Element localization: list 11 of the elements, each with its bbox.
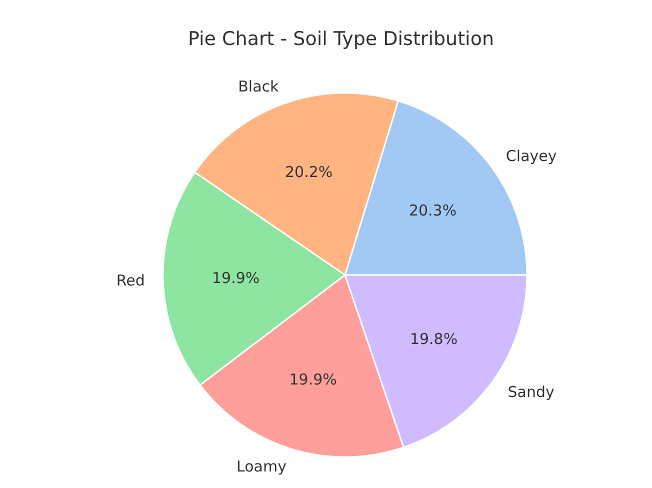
slice-label: Red	[116, 271, 145, 290]
data-label: 19.9%	[212, 268, 260, 287]
chart-title: Pie Chart - Soil Type Distribution	[188, 28, 494, 50]
slice-label: Clayey	[506, 147, 557, 166]
data-label: 19.8%	[410, 330, 458, 348]
data-label: 20.3%	[408, 201, 457, 220]
data-label: 19.9%	[289, 370, 337, 389]
slice-label: Sandy	[508, 382, 555, 401]
data-label: 20.2%	[285, 163, 333, 182]
slice-label: Black	[238, 77, 280, 96]
slice-label: Loamy	[236, 458, 287, 476]
